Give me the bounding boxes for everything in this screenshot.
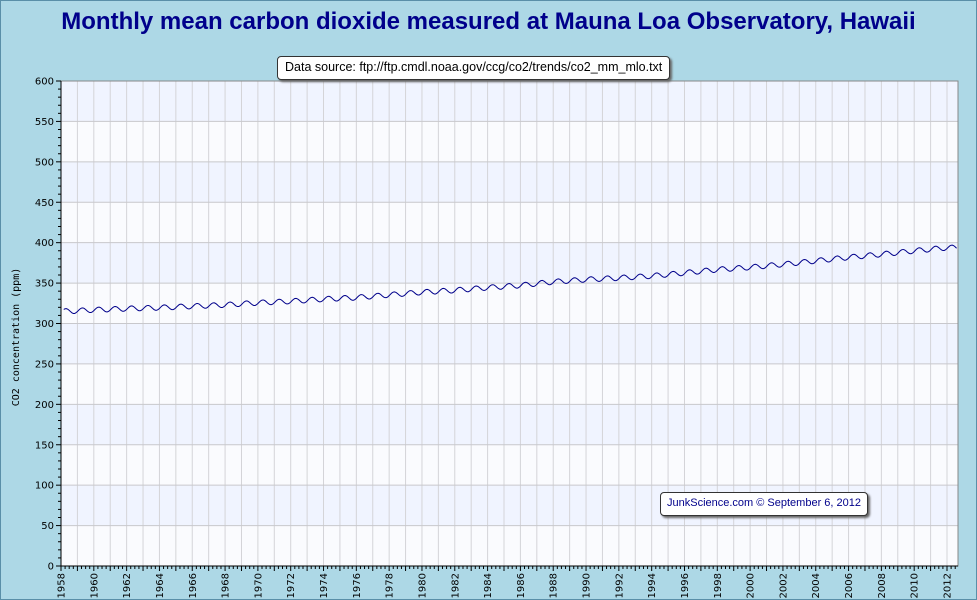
x-tick-label: 1962: [122, 573, 133, 598]
x-tick-label: 1976: [352, 573, 363, 598]
plot-band: [61, 444, 958, 486]
x-tick-label: 1982: [450, 573, 461, 598]
x-tick-label: 1978: [385, 573, 396, 598]
x-tick-label: 1966: [188, 573, 199, 598]
x-tick-label: 1990: [582, 573, 593, 598]
axes-layer: 0 50 100 150 200 250 300 350 400 450 500 550 600 1958…: [35, 77, 959, 598]
y-tick-label: 400: [35, 238, 54, 249]
y-tick-label: 350: [35, 279, 54, 290]
plot-band: [61, 404, 958, 445]
x-tick-label: 2006: [844, 573, 855, 598]
x-tick-label: 1988: [549, 573, 560, 598]
x-tick-label: 2004: [811, 573, 822, 598]
y-tick-label: 300: [35, 319, 54, 330]
x-tick-label: 1980: [417, 573, 428, 598]
chart-title: Monthly mean carbon dioxide measured at …: [61, 8, 916, 35]
x-tick-label: 1986: [516, 573, 527, 598]
x-tick-label: 2000: [746, 573, 757, 598]
data-source-label: Data source: ftp://ftp.cmdl.noaa.gov/ccg…: [277, 56, 671, 80]
y-tick-label: 500: [35, 157, 54, 168]
x-tick-label: 2002: [778, 573, 789, 598]
plot-band: [61, 363, 958, 405]
y-tick-label: 600: [35, 77, 54, 88]
plot-band: [61, 323, 958, 364]
x-tick-label: 1996: [680, 573, 691, 598]
y-tick-label: 50: [41, 521, 54, 532]
plot-bands: [61, 81, 958, 566]
credit-label: JunkScience.com © September 6, 2012: [660, 492, 868, 516]
series-layer: [63, 244, 957, 314]
x-tick-label: 1984: [483, 573, 494, 598]
co2-series-line: [63, 244, 957, 314]
plot-band: [61, 81, 958, 122]
x-tick-label: 2010: [910, 573, 921, 598]
x-tick-label: 1964: [155, 573, 166, 598]
y-tick-label: 250: [35, 359, 54, 370]
y-tick-label: 200: [35, 400, 54, 411]
plot-band: [61, 283, 958, 324]
y-tick-label: 550: [35, 117, 54, 128]
plot-band: [61, 121, 958, 162]
x-tick-label: 1968: [221, 573, 232, 598]
plot-band: [61, 242, 958, 284]
x-tick-label: 2008: [877, 573, 888, 598]
x-tick-label: 1998: [713, 573, 724, 598]
plot-band: [61, 202, 958, 243]
x-tick-label: 1970: [253, 573, 264, 598]
y-tick-label: 100: [35, 481, 54, 492]
plot-band: [61, 525, 958, 566]
y-tick-label: 450: [35, 198, 54, 209]
plot-grid: [60, 80, 958, 567]
x-tick-label: 1994: [647, 573, 658, 598]
x-tick-label: 1992: [614, 573, 625, 598]
x-tick-label: 1960: [89, 573, 100, 598]
y-tick-label: 150: [35, 440, 54, 451]
x-tick-label: 1958: [57, 573, 68, 598]
x-tick-label: 2012: [943, 573, 954, 598]
plot-band: [61, 161, 958, 203]
x-tick-label: 1974: [319, 573, 330, 598]
x-tick-label: 1972: [286, 573, 297, 598]
y-tick-label: 0: [48, 562, 54, 573]
y-axis-title: CO2 concentration (ppm): [11, 268, 22, 406]
